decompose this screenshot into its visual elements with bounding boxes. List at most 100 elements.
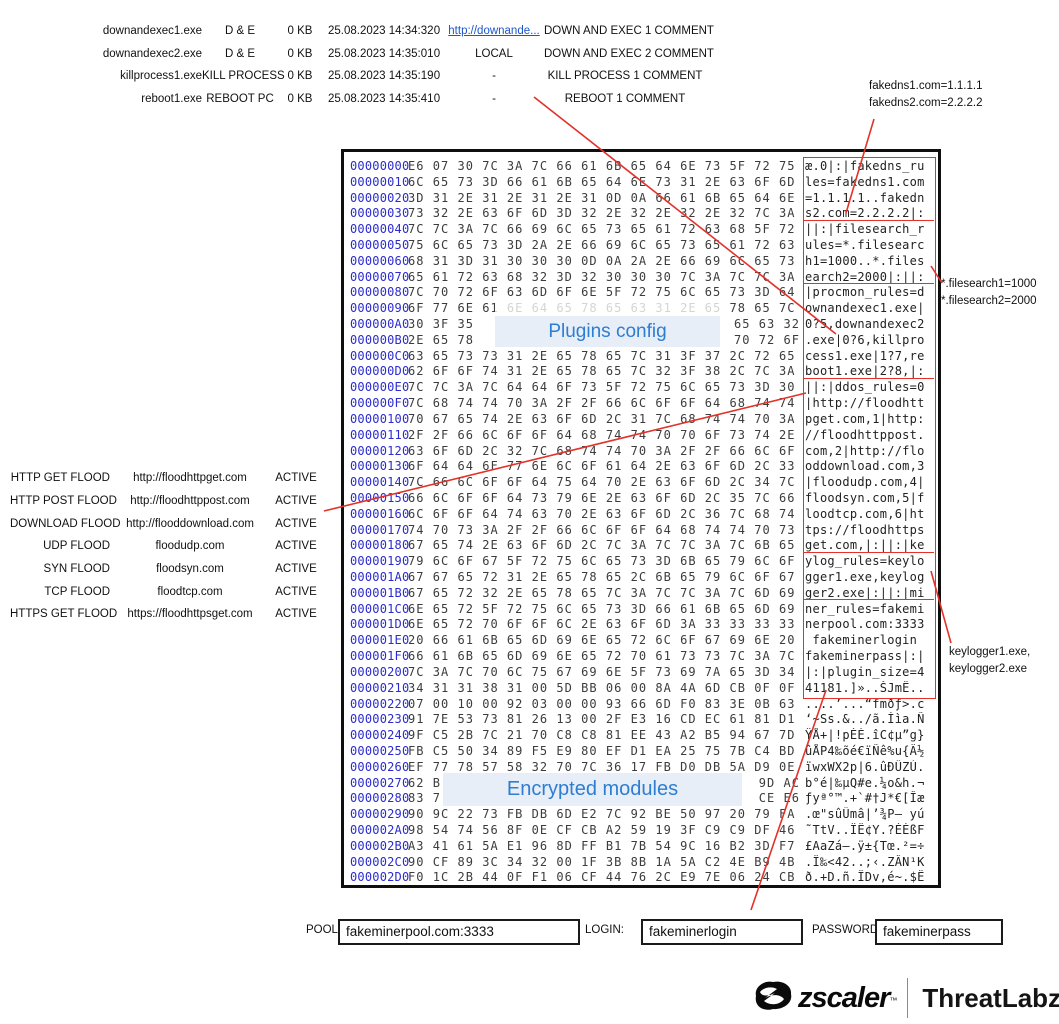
hex-offset: 000002B0	[350, 838, 410, 853]
hex-ascii: 41181.]»..ŠJmË..	[805, 680, 925, 695]
hex-bytes: 98 54 74 56 8F 0E CF CB A2 59 19 3F C9 C…	[408, 823, 796, 838]
hex-row: 00000050 75 6C 65 73 3D 2A 2E 66 69 6C 65…	[350, 237, 938, 253]
hex-row: 00000080 7C 70 72 6F 63 6D 6F 6E 5F 72 75…	[350, 285, 938, 301]
hex-ascii: =1.1.1.1..fakedn	[805, 190, 925, 205]
hex-offset: 00000270	[350, 775, 410, 790]
hex-ascii: 0?5,downandexec2	[805, 317, 925, 332]
encrypted-modules-label: Encrypted modules	[443, 773, 742, 806]
hex-row: 00000210 34 31 31 38 31 00 5D BB 06 00 8A…	[350, 680, 938, 696]
hex-ascii: les=fakedns1.com	[805, 174, 925, 189]
hex-editor-window: 00000000 E6 07 30 7C 3A 7C 66 61 6B 65 64…	[341, 149, 941, 888]
hex-row: 00000060 68 31 3D 31 30 30 30 0D 0A 2A 2E…	[350, 253, 938, 269]
hex-bytes: 2F 2F 66 6C 6F 6F 64 68 74 74 70 70 6F 7…	[408, 427, 796, 442]
hex-ascii: tps://floodhttps	[805, 522, 925, 537]
hex-ascii: //floodhttppost.	[805, 427, 925, 442]
flood-plugin-name: UDP FLOOD	[43, 540, 110, 553]
flood-plugin-name: TCP FLOOD	[44, 585, 110, 598]
hex-offset: 00000190	[350, 554, 410, 569]
flood-row: UDP FLOOD floodudp.com ACTIVE	[10, 535, 322, 558]
hex-offset: 000001C0	[350, 601, 410, 616]
hex-offset: 000000B0	[350, 332, 410, 347]
flood-plugin-name: HTTPS GET FLOOD	[10, 608, 118, 621]
hex-offset: 00000010	[350, 174, 410, 189]
hex-row: 000001A0 67 67 65 72 31 2E 65 78 65 2C 6B…	[350, 569, 938, 585]
hex-bytes-left: 62 B	[408, 775, 441, 790]
hex-offset: 00000290	[350, 807, 410, 822]
hex-ascii: com,2|http://flo	[805, 443, 925, 458]
hex-ascii: ||:|ddos_rules=0	[805, 380, 925, 395]
hex-row: 000000D0 62 6F 6F 74 31 2E 65 78 65 7C 32…	[350, 364, 938, 380]
command-target: -	[492, 70, 496, 83]
command-zero: 0	[433, 25, 441, 38]
fakedns-note-line1: fakedns1.com=1.1.1.1	[869, 80, 983, 92]
pool-field[interactable]: fakeminerpool.com:3333	[338, 919, 580, 945]
hex-row: 00000130 6F 64 64 6F 77 6E 6C 6F 61 64 2E…	[350, 458, 938, 474]
zscaler-trademark: ™	[889, 995, 898, 1005]
hex-row: 000000C0 63 65 73 73 31 2E 65 78 65 7C 31…	[350, 348, 938, 364]
hex-offset: 00000090	[350, 301, 410, 316]
command-type: KILL PROCESS	[202, 70, 285, 83]
hex-row: 00000250 FB C5 50 34 89 F5 E9 80 EF D1 EA…	[350, 743, 938, 759]
hex-bytes-left: 30 3F 35	[408, 317, 474, 332]
hex-row: 00000150 66 6C 6F 6F 64 73 79 6E 2E 63 6F…	[350, 490, 938, 506]
command-url-link[interactable]: http://downande...	[448, 25, 540, 38]
hex-ascii: earch2=2000|:||:	[805, 269, 925, 284]
hex-offset: 00000140	[350, 475, 410, 490]
password-field[interactable]: fakeminerpass	[875, 919, 1003, 945]
flood-table: HTTP GET FLOOD http://floodhttpget.com ACT…	[10, 467, 322, 626]
hex-row: 00000180 67 65 74 2E 63 6F 6D 2C 7C 3A 7C…	[350, 538, 938, 554]
command-comment: KILL PROCESS 1 COMMENT	[547, 70, 703, 83]
hex-bytes: 7C 66 6C 6F 6F 64 75 64 70 2E 63 6F 6D 2…	[408, 475, 796, 490]
hex-offset: 00000230	[350, 712, 410, 727]
hex-bytes: 70 67 65 74 2E 63 6F 6D 2C 31 7C 68 74 7…	[408, 411, 796, 426]
command-datetime: 25.08.2023 14:34:32	[328, 25, 434, 38]
flood-plugin-name: HTTP GET FLOOD	[10, 472, 110, 485]
fakedns-note-line2: fakedns2.com=2.2.2.2	[869, 97, 983, 109]
flood-row: HTTPS GET FLOOD https://floodhttpsget.com…	[10, 603, 322, 626]
hex-bytes: 66 6C 6F 6F 64 73 79 6E 2E 63 6F 6D 2C 3…	[408, 490, 796, 505]
command-row: downandexec1.exe D & E 0 KB 25.08.2023 14:3…	[60, 20, 714, 43]
command-row: killprocess1.exe KILL PROCESS 0 KB 25.08.20…	[60, 65, 706, 88]
hex-row: 00000220 07 00 10 00 92 03 00 00 93 66 6D…	[350, 696, 938, 712]
hex-ascii: ƒyª°™.+`#†J*€[Îæ	[805, 791, 925, 806]
hex-ascii: fakeminerpass|:|	[805, 649, 925, 664]
hex-bytes: 7C 7C 3A 7C 66 69 6C 65 73 65 61 72 63 6…	[408, 222, 796, 237]
keylogger-note-line2: keylogger2.exe	[949, 663, 1027, 675]
hex-bytes: 74 70 73 3A 2F 2F 66 6C 6F 6F 64 68 74 7…	[408, 522, 796, 537]
hex-ascii: loodtcp.com,6|ht	[805, 506, 925, 521]
hex-ascii: |:|plugin_size=4	[805, 664, 925, 679]
hex-row: 00000170 74 70 73 3A 2F 2F 66 6C 6F 6F 64…	[350, 522, 938, 538]
hex-ascii: h1=1000..*.files	[805, 253, 925, 268]
command-size: 0 KB	[287, 70, 313, 83]
command-zero: 0	[433, 92, 441, 105]
hex-offset: 00000100	[350, 411, 410, 426]
hex-bytes: 7C 70 72 6F 63 6D 6F 6E 5F 72 75 6C 65 7…	[408, 285, 796, 300]
hex-offset: 00000040	[350, 222, 410, 237]
plugins-config-label: Plugins config	[495, 316, 720, 347]
flood-url: floodtcp.com	[157, 585, 223, 598]
hex-ascii: ûÅP4‰õé€ïÑê%u{Ä½	[805, 743, 925, 758]
filesearch-note-line1: *.filesearch1=1000	[941, 278, 1037, 290]
command-datetime: 25.08.2023 14:35:41	[328, 92, 434, 105]
flood-row: TCP FLOOD floodtcp.com ACTIVE	[10, 580, 322, 603]
keylogger-note-line1: keylogger1.exe,	[949, 646, 1031, 658]
hex-ascii: |procmon_rules=d	[805, 285, 925, 300]
hex-bytes: 6F 64 64 6F 77 6E 6C 6F 61 64 2E 63 6F 6…	[408, 459, 796, 474]
hex-bytes-right: 65 63 32	[734, 317, 800, 332]
hex-bytes: 90 CF 89 3C 34 32 00 1F 3B 8B 1A 5A C2 4…	[408, 854, 796, 869]
hex-row: 00000040 7C 7C 3A 7C 66 69 6C 65 73 65 61…	[350, 221, 938, 237]
command-type: REBOOT PC	[206, 92, 274, 105]
hex-bytes: 7C 7C 3A 7C 64 64 6F 73 5F 72 75 6C 65 7…	[408, 380, 796, 395]
hex-offset: 000000C0	[350, 348, 410, 363]
login-field[interactable]: fakeminerlogin	[641, 919, 803, 945]
command-row: reboot1.exe REBOOT PC 0 KB 25.08.2023 14:35…	[60, 88, 706, 111]
command-type: D & E	[224, 47, 256, 60]
hex-bytes: FB C5 50 34 89 F5 E9 80 EF D1 EA 25 75 7…	[408, 743, 796, 758]
hex-offset: 00000110	[350, 427, 410, 442]
hex-row: 00000160 6C 6F 6F 64 74 63 70 2E 63 6F 6D…	[350, 506, 938, 522]
hex-offset: 000002D0	[350, 870, 410, 885]
flood-status: ACTIVE	[275, 540, 317, 553]
flood-row: HTTP GET FLOOD http://floodhttpget.com ACT…	[10, 467, 322, 490]
flood-status: ACTIVE	[275, 585, 317, 598]
hex-ascii: .Ï‰<42..;‹.ZÂN¹K	[805, 854, 925, 869]
